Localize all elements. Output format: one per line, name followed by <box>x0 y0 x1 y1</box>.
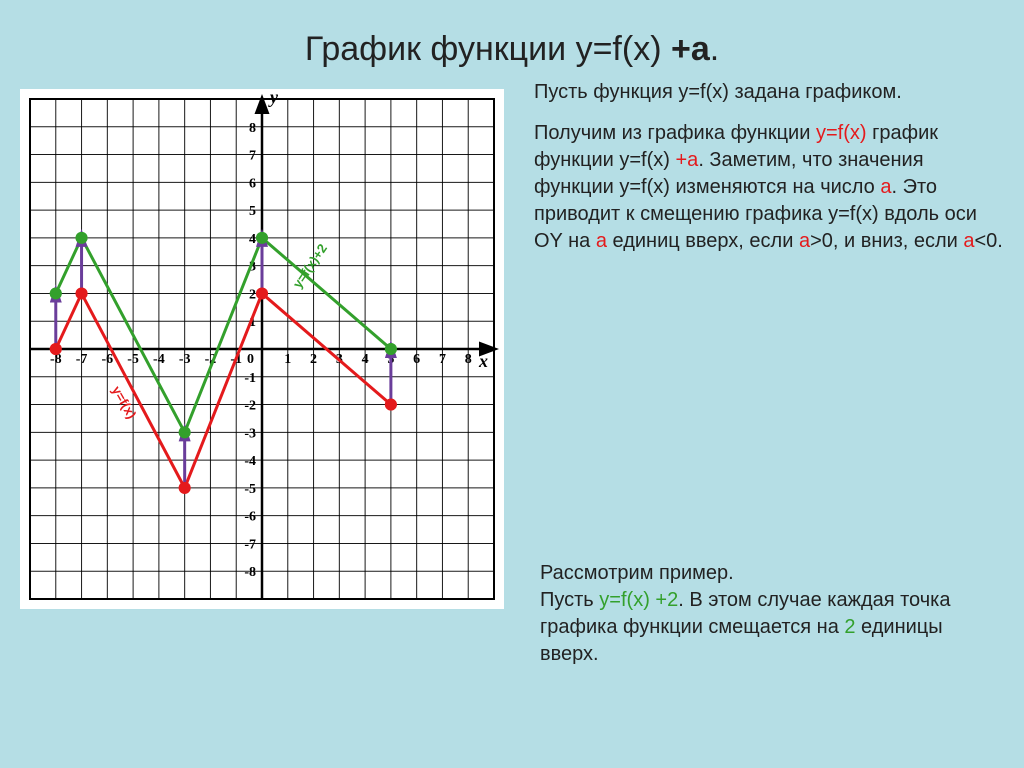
title-bold: +a <box>671 30 710 68</box>
title-suffix: . <box>710 30 719 68</box>
svg-text:-1: -1 <box>244 371 256 386</box>
svg-text:-4: -4 <box>153 352 165 367</box>
svg-text:-5: -5 <box>244 482 256 497</box>
svg-text:y: y <box>268 89 279 107</box>
intro-text: Пусть функция y=f(x) задана графиком. <box>534 79 1004 106</box>
svg-text:4: 4 <box>362 352 369 367</box>
svg-text:-7: -7 <box>76 352 88 367</box>
svg-text:-2: -2 <box>244 399 256 414</box>
chart-svg: -8-7-6-5-4-3-2-112345678-8-7-6-5-4-3-2-1… <box>20 89 504 609</box>
svg-text:8: 8 <box>465 352 472 367</box>
svg-text:6: 6 <box>413 352 420 367</box>
body-text: Получим из графика функции y=f(x) график… <box>534 120 1004 255</box>
svg-text:2: 2 <box>310 352 317 367</box>
svg-text:0: 0 <box>247 352 254 367</box>
svg-text:1: 1 <box>284 352 291 367</box>
title-prefix: График функции y=f(x) <box>305 30 671 68</box>
slide-title: График функции y=f(x) +a. <box>0 0 1024 79</box>
svg-text:y=f(x): y=f(x) <box>109 383 140 421</box>
svg-text:-7: -7 <box>244 537 256 552</box>
svg-text:7: 7 <box>249 149 256 164</box>
svg-text:8: 8 <box>249 121 256 136</box>
chart-area: -8-7-6-5-4-3-2-112345678-8-7-6-5-4-3-2-1… <box>20 89 504 609</box>
side-text: Пусть функция y=f(x) задана графиком. По… <box>504 79 1004 609</box>
svg-text:-3: -3 <box>244 426 256 441</box>
example-text: Рассмотрим пример. Пусть y=f(x) +2. В эт… <box>540 560 994 668</box>
svg-text:6: 6 <box>249 176 256 191</box>
svg-text:-5: -5 <box>127 352 139 367</box>
svg-text:4: 4 <box>249 232 256 247</box>
svg-text:-6: -6 <box>101 352 113 367</box>
svg-text:2: 2 <box>249 287 256 302</box>
svg-text:x: x <box>478 351 488 371</box>
svg-text:-6: -6 <box>244 510 256 525</box>
svg-text:7: 7 <box>439 352 446 367</box>
svg-text:-4: -4 <box>244 454 256 469</box>
svg-text:-8: -8 <box>244 565 256 580</box>
svg-text:-3: -3 <box>179 352 191 367</box>
svg-text:5: 5 <box>249 204 256 219</box>
